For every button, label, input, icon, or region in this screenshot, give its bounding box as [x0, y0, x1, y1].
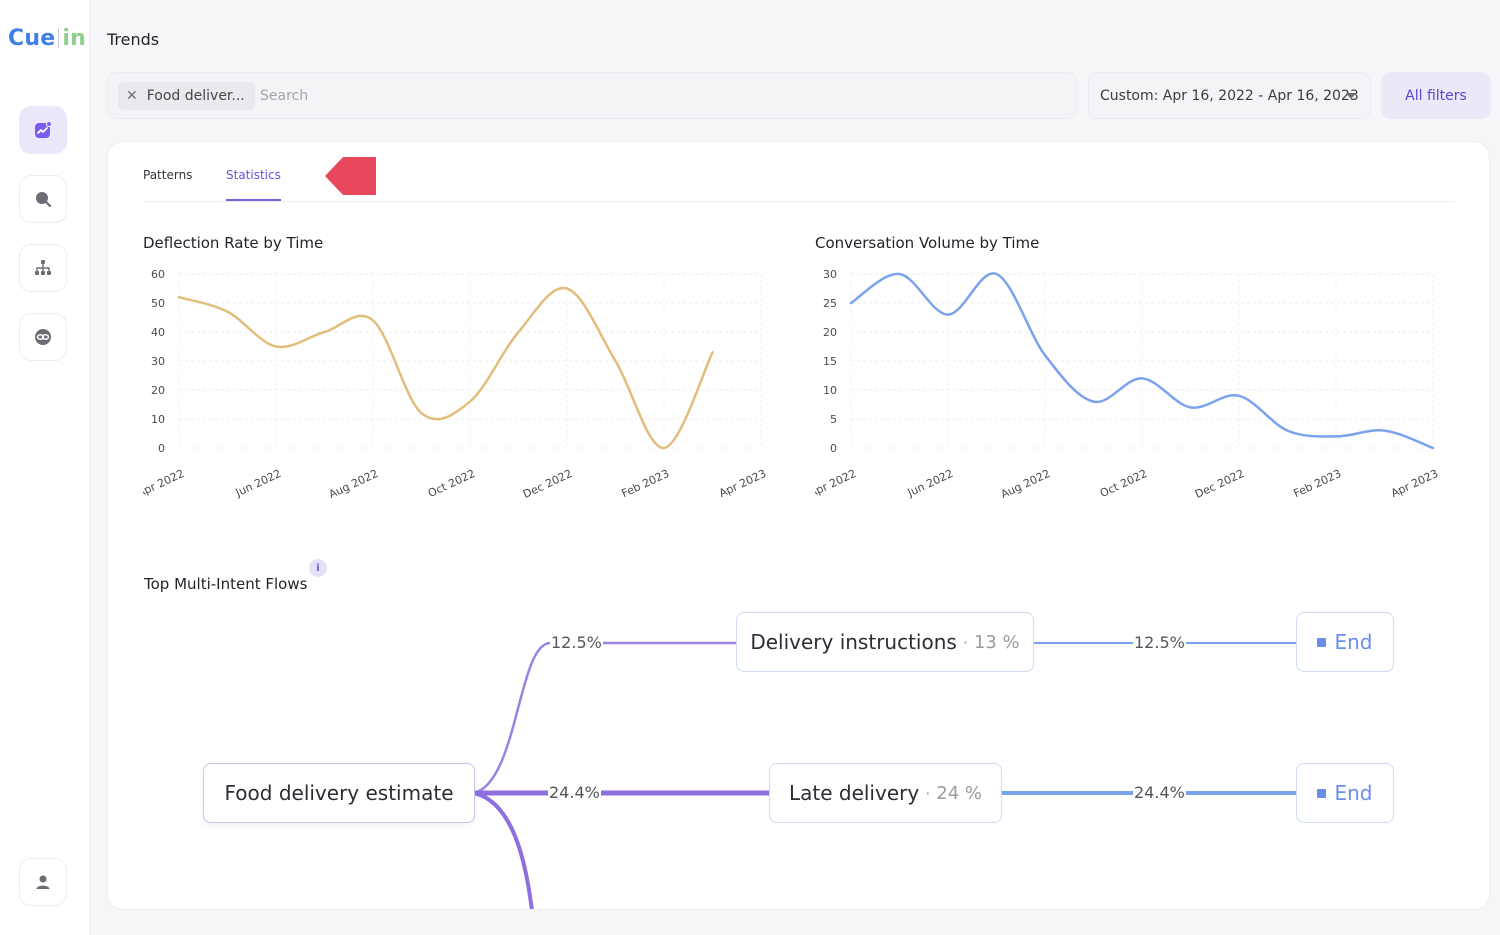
y-tick-label: 10 — [151, 413, 165, 426]
flow-end-node[interactable]: End — [1296, 612, 1394, 672]
filter-chip[interactable]: ✕ Food deliver... — [118, 82, 255, 110]
info-icon[interactable]: i — [309, 559, 327, 577]
y-tick-label: 0 — [158, 442, 165, 455]
user-icon — [33, 872, 53, 892]
series-line — [849, 272, 1435, 450]
y-tick-label: 40 — [151, 326, 165, 339]
flow-node-share: 13 % — [973, 631, 1020, 653]
date-range-select[interactable]: Custom: Apr 16, 2022 - Apr 16, 2023 — [1088, 72, 1371, 119]
stop-square-icon — [1317, 637, 1327, 647]
chart-title-volume: Conversation Volume by Time — [815, 234, 1040, 252]
flow-node-delivery-instructions[interactable]: Delivery instructions · 13 % — [736, 612, 1034, 672]
main-card: Patterns Statistics Deflection Rate by T… — [107, 141, 1490, 910]
flow-node-label: Late delivery — [788, 781, 920, 805]
sidebar-item-search[interactable] — [19, 175, 67, 223]
chevron-down-icon — [1346, 93, 1356, 99]
flow-node-share: 24 % — [936, 782, 983, 804]
y-tick-label: 10 — [823, 384, 837, 397]
y-tick-label: 25 — [823, 297, 837, 310]
sidebar-item-trends[interactable] — [19, 106, 67, 154]
flow-end-label: End — [1334, 781, 1373, 805]
flow-source-label: Food delivery estimate — [224, 781, 454, 805]
app-logo[interactable]: Cue in — [8, 26, 86, 51]
logo-text-in: in — [62, 26, 86, 51]
connector-source-branch3 — [473, 791, 534, 909]
flow-edge-pct: 24.4% — [548, 783, 601, 802]
y-tick-label: 20 — [823, 326, 837, 339]
flow-edge-pct: 12.5% — [550, 633, 603, 652]
sidebar: Cue in — [0, 0, 90, 935]
sidebar-item-links[interactable] — [19, 313, 67, 361]
tab-bar: Patterns Statistics — [143, 142, 1455, 202]
page-title: Trends — [107, 30, 160, 49]
flow-end-pct: 12.5% — [1133, 633, 1186, 652]
y-tick-label: 60 — [151, 268, 165, 281]
tab-patterns[interactable]: Patterns — [143, 168, 193, 182]
date-range-label: Custom: Apr 16, 2022 - Apr 16, 2023 — [1100, 87, 1359, 104]
y-tick-label: 50 — [151, 297, 165, 310]
series-line — [177, 286, 714, 450]
sidebar-item-hierarchy[interactable] — [19, 244, 67, 292]
logo-divider — [58, 28, 60, 48]
y-tick-label: 30 — [823, 268, 837, 281]
link-icon — [33, 327, 53, 347]
connector-source-branch1 — [473, 641, 551, 795]
search-input[interactable] — [260, 83, 960, 109]
flow-end-pct: 24.4% — [1133, 783, 1186, 802]
close-icon[interactable]: ✕ — [126, 88, 138, 104]
trend-chart-icon — [33, 120, 53, 140]
flow-node-label: Delivery instructions — [750, 630, 957, 654]
annotation-arrow-icon — [325, 157, 376, 195]
tab-statistics[interactable]: Statistics — [226, 168, 281, 201]
flow-connectors — [473, 641, 1297, 909]
flow-end-label: End — [1334, 630, 1373, 654]
y-tick-label: 0 — [830, 442, 837, 455]
y-tick-label: 30 — [151, 355, 165, 368]
flow-end-node[interactable]: End — [1296, 763, 1394, 823]
user-profile-button[interactable] — [19, 858, 67, 906]
chart-title-deflection: Deflection Rate by Time — [143, 234, 324, 252]
y-tick-label: 5 — [830, 413, 837, 426]
logo-text-cue: Cue — [8, 26, 56, 51]
y-tick-label: 20 — [151, 384, 165, 397]
search-icon — [33, 189, 53, 209]
filter-chip-label: Food deliver... — [146, 88, 245, 104]
flows-title: Top Multi-Intent Flows — [144, 575, 308, 593]
search-bar[interactable]: ✕ Food deliver... — [107, 72, 1077, 119]
all-filters-button[interactable]: All filters — [1381, 72, 1491, 119]
y-tick-label: 15 — [823, 355, 837, 368]
flow-node-late-delivery[interactable]: Late delivery · 24 % — [769, 763, 1002, 823]
flow-source-node[interactable]: Food delivery estimate — [203, 763, 475, 823]
hierarchy-icon — [33, 258, 53, 278]
stop-square-icon — [1317, 788, 1327, 798]
